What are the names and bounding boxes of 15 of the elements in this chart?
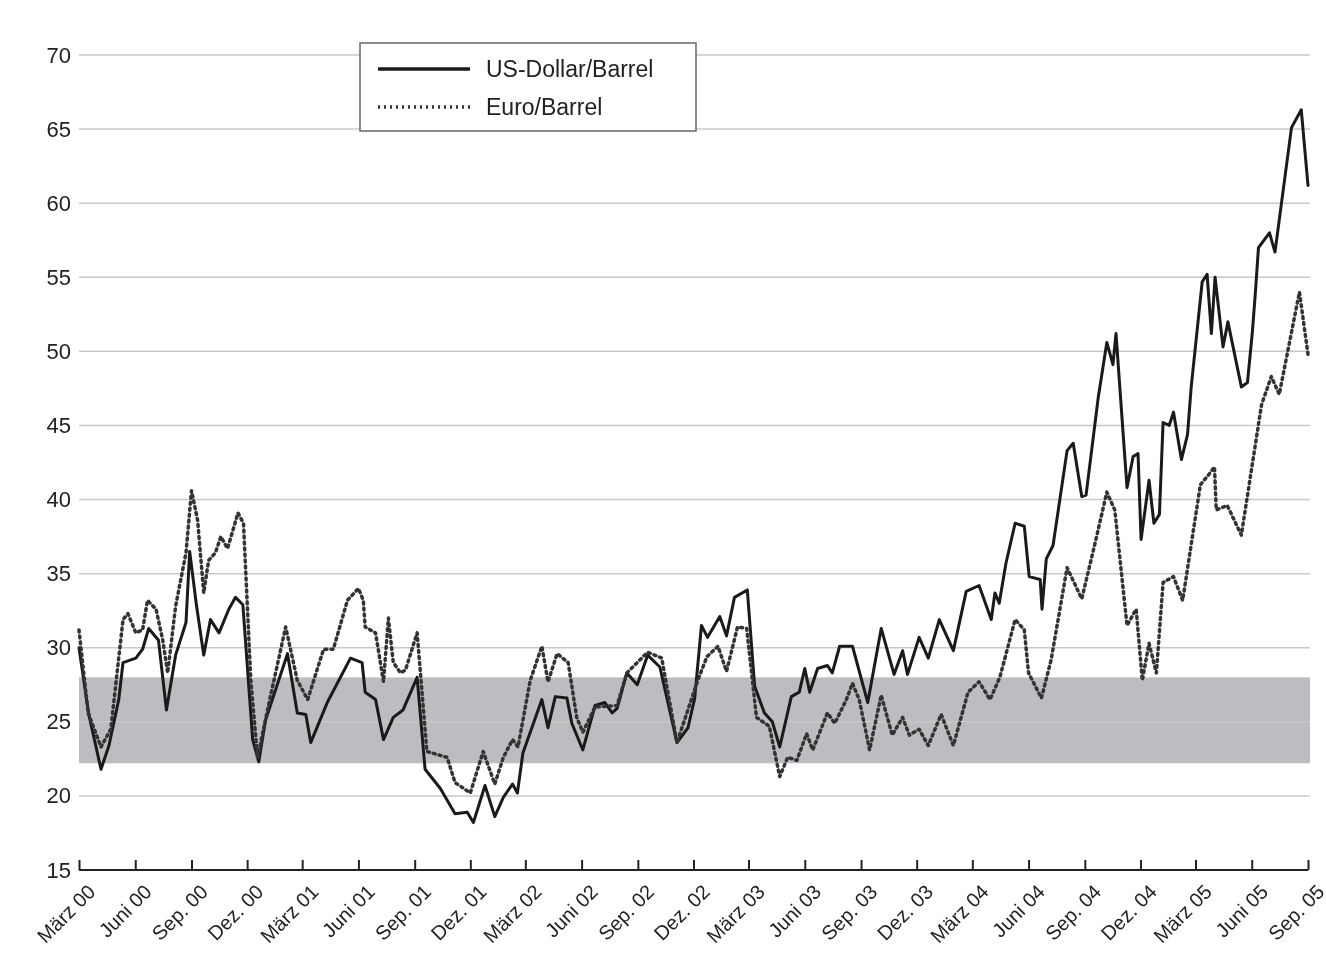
- y-tick-label: 25: [46, 709, 71, 735]
- y-tick-label: 15: [46, 857, 71, 883]
- line-series: [77, 290, 1310, 795]
- y-tick-label: 45: [46, 412, 71, 438]
- y-tick-label: 60: [46, 190, 71, 216]
- y-tick-label: 30: [46, 635, 71, 661]
- y-tick-label: 20: [46, 783, 71, 809]
- legend-label: US-Dollar/Barrel: [486, 56, 654, 82]
- y-tick-label: 50: [46, 338, 71, 364]
- y-tick-label: 65: [46, 116, 71, 142]
- y-tick-label: 40: [46, 487, 71, 513]
- y-tick-label: 70: [46, 42, 71, 68]
- legend-label: Euro/Barrel: [486, 94, 603, 120]
- y-tick-label: 35: [46, 561, 71, 587]
- y-tick-label: 55: [46, 264, 71, 290]
